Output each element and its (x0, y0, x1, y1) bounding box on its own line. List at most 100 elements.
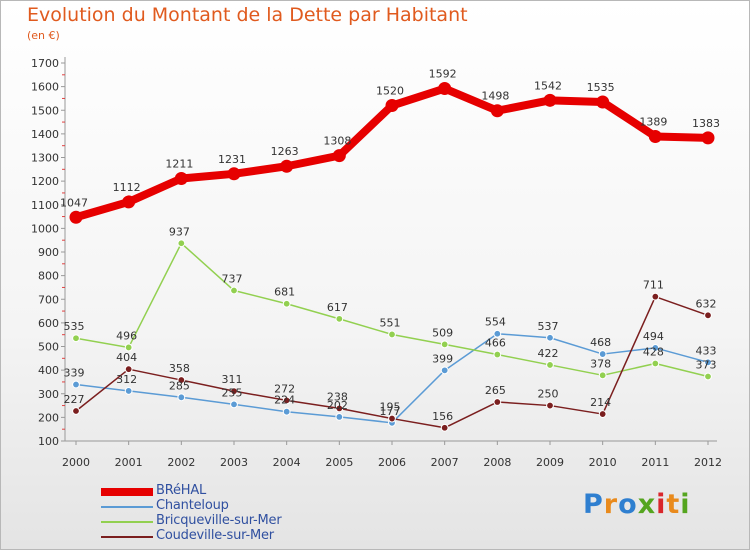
data-label: 537 (538, 320, 559, 333)
data-label: 468 (590, 336, 611, 349)
data-labels: 1047 1112 1211 1231 1263 1308 1520 1592 1498 1542… (60, 68, 720, 423)
data-point (282, 407, 291, 416)
data-label: 373 (696, 359, 717, 372)
x-tick-label: 2002 (167, 456, 195, 469)
proxiti-logo: Proxiti (583, 489, 691, 520)
x-tick-label: 2000 (62, 456, 90, 469)
legend-item: Chanteloup (101, 498, 361, 514)
data-label: 195 (380, 401, 401, 414)
data-point (332, 149, 346, 163)
data-label: 1231 (218, 153, 246, 166)
data-label: 339 (64, 367, 85, 380)
data-point (72, 334, 80, 343)
data-point (546, 361, 554, 369)
data-label: 1383 (692, 117, 720, 130)
data-label: 1263 (271, 145, 299, 158)
legend-label: Bricqueville-sur-Mer (156, 513, 282, 528)
y-tick-label: 1300 (31, 152, 59, 165)
data-point (440, 366, 449, 375)
data-label: 937 (169, 225, 190, 238)
data-label: 312 (116, 373, 137, 386)
data-point (388, 330, 396, 339)
data-label: 202 (327, 399, 348, 412)
data-point (543, 93, 557, 107)
x-tick-label: 2006 (378, 456, 406, 469)
legend-swatch (101, 488, 153, 496)
data-label: 227 (64, 393, 85, 406)
axes: 1002003004005006007008009001000110012001… (31, 57, 722, 469)
data-point (280, 159, 294, 173)
data-point (493, 398, 502, 406)
data-point (598, 371, 607, 380)
data-point (230, 286, 238, 295)
data-point (122, 195, 136, 209)
y-tick-label: 1200 (31, 175, 59, 188)
data-label: 1592 (429, 68, 457, 81)
data-label: 311 (222, 373, 243, 386)
data-label: 156 (432, 410, 453, 423)
data-label: 617 (327, 301, 348, 314)
data-label: 1308 (323, 135, 351, 148)
y-tick-label: 1100 (31, 199, 59, 212)
data-point (177, 239, 186, 248)
y-tick-label: 700 (38, 293, 59, 306)
legend-swatch (101, 506, 153, 508)
data-label: 509 (432, 326, 453, 339)
data-label: 1211 (165, 158, 193, 171)
data-label: 285 (169, 379, 190, 392)
x-tick-label: 2005 (325, 456, 353, 469)
data-point (282, 299, 291, 308)
data-point (69, 210, 83, 224)
data-point (124, 343, 133, 352)
data-point (230, 400, 238, 409)
y-tick-label: 1600 (31, 81, 59, 94)
x-tick-label: 2008 (483, 456, 511, 469)
x-tick-label: 2012 (694, 456, 722, 469)
data-label: 1498 (481, 90, 509, 103)
data-point (124, 365, 133, 374)
data-label: 250 (538, 388, 559, 401)
data-label: 238 (327, 390, 348, 403)
data-label: 358 (169, 362, 190, 375)
data-label: 535 (64, 320, 85, 333)
x-tick-label: 2011 (641, 456, 669, 469)
data-label: 496 (116, 329, 137, 342)
data-label: 737 (222, 273, 243, 286)
data-point (335, 404, 344, 413)
data-point (704, 358, 712, 367)
y-tick-label: 300 (38, 388, 59, 401)
data-label: 1389 (639, 115, 667, 128)
data-point (177, 376, 186, 384)
x-tick-label: 2003 (220, 456, 248, 469)
data-label: 214 (590, 396, 611, 409)
series-line (75, 242, 709, 378)
data-label: 272 (274, 382, 295, 395)
legend-item: BRéHAL (101, 483, 361, 499)
data-label: 466 (485, 337, 506, 350)
data-label: 1047 (60, 196, 88, 209)
legend-label: Coudeville-sur-Mer (156, 528, 274, 543)
data-point (546, 401, 554, 410)
data-label: 551 (380, 316, 401, 329)
data-point (704, 372, 712, 381)
data-label: 404 (116, 351, 137, 364)
data-label: 1112 (113, 181, 141, 194)
data-label: 428 (643, 346, 664, 359)
data-point (72, 407, 80, 415)
y-tick-label: 900 (38, 246, 59, 259)
data-label: 681 (274, 286, 295, 299)
x-tick-label: 2010 (589, 456, 617, 469)
data-point (177, 393, 186, 402)
data-point (385, 99, 399, 113)
data-label: 1520 (376, 85, 404, 98)
legend: BRéHAL Chanteloup Bricqueville-sur-Mer C… (101, 483, 361, 544)
data-point (598, 350, 607, 358)
legend-swatch (101, 521, 153, 523)
legend-item: Coudeville-sur-Mer (101, 528, 361, 544)
chart-title: Evolution du Montant de la Dette par Hab… (27, 4, 468, 26)
data-point (72, 380, 80, 389)
x-tick-label: 2007 (431, 456, 459, 469)
data-point (438, 82, 452, 96)
x-tick-label: 2004 (273, 456, 301, 469)
